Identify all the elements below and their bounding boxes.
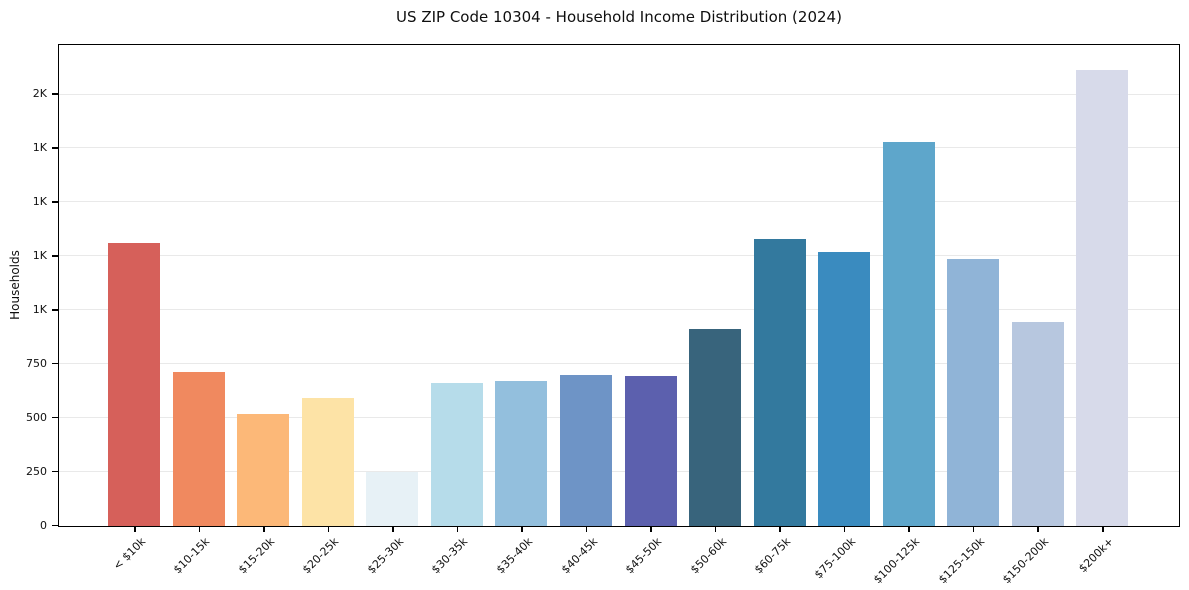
y-tick-label-750: 750	[26, 356, 47, 370]
x-tick-mark-8	[650, 527, 652, 532]
y-tick-mark-2000	[52, 93, 58, 95]
gridline-250	[59, 471, 1179, 473]
x-tick-label-15: $200k+	[1075, 535, 1116, 576]
bar-45-50k	[624, 376, 677, 526]
y-tick-mark-1250	[52, 255, 58, 257]
y-tick-mark-1000	[52, 309, 58, 311]
gridline-750	[59, 363, 1179, 365]
gridline-500	[59, 417, 1179, 419]
gridline-2000	[59, 93, 1179, 95]
bar-200k+	[1076, 69, 1129, 526]
y-tick-mark-0	[52, 524, 58, 527]
bar-150-200k	[1011, 322, 1064, 526]
y-tick-label-0: 0	[40, 518, 47, 532]
x-tick-mark-9	[714, 527, 717, 532]
y-tick-label-1250: 1K	[32, 248, 47, 262]
gridline-1750	[59, 147, 1179, 149]
gridline-1500	[59, 201, 1179, 203]
x-tick-mark-13	[972, 527, 975, 532]
x-tick-mark-5	[456, 527, 459, 532]
x-tick-mark-3	[327, 527, 330, 532]
x-tick-label-10: $60-75k	[752, 535, 794, 577]
x-tick-mark-6	[521, 527, 523, 532]
x-tick-mark-0	[134, 527, 136, 532]
x-tick-mark-2	[263, 527, 265, 532]
bar-10k	[108, 243, 161, 526]
y-tick-label-250: 250	[26, 464, 47, 478]
x-tick-label-6: $35-40k	[493, 535, 536, 577]
bar-60-75k	[753, 239, 806, 526]
y-tick-mark-1500	[52, 201, 58, 203]
x-tick-label-4: $25-30k	[364, 535, 407, 577]
bar-125-150k	[947, 258, 1000, 526]
x-tick-mark-14	[1037, 527, 1039, 532]
x-tick-label-1: $10-15k	[171, 535, 213, 577]
bar-40-45k	[560, 375, 612, 526]
x-tick-label-8: $45-50k	[622, 535, 665, 577]
bar-20-25k	[301, 397, 354, 526]
y-tick-label-1750: 1K	[32, 140, 47, 154]
y-tick-label-2000: 2K	[32, 87, 47, 101]
bar-100-125k	[882, 142, 935, 526]
y-tick-label-1000: 1K	[32, 302, 47, 316]
bar-75-100k	[818, 252, 871, 526]
x-tick-mark-1	[198, 527, 201, 532]
x-tick-label-13: $125-150k	[935, 535, 987, 587]
y-tick-label-1500: 1K	[32, 194, 47, 208]
bar-50-60k	[689, 328, 742, 526]
x-tick-label-0: < $10k	[110, 535, 148, 573]
bar-10-15k	[172, 371, 225, 526]
x-tick-mark-10	[779, 527, 781, 532]
y-tick-label-500: 500	[26, 410, 47, 424]
x-tick-mark-11	[843, 527, 846, 532]
x-tick-mark-7	[585, 527, 588, 532]
x-tick-label-12: $100-125k	[871, 535, 923, 587]
x-tick-mark-12	[908, 527, 910, 532]
x-tick-label-9: $50-60k	[687, 535, 729, 577]
y-tick-mark-250	[52, 470, 58, 473]
x-tick-label-7: $40-45k	[558, 535, 600, 577]
chart-title: US ZIP Code 10304 - Household Income Dis…	[396, 8, 842, 26]
bar-30-35k	[430, 382, 483, 526]
bar-15-20k	[237, 413, 290, 526]
gridline-1250	[59, 255, 1179, 257]
x-tick-mark-4	[392, 527, 394, 532]
y-tick-mark-750	[52, 362, 58, 365]
y-tick-mark-500	[52, 416, 58, 419]
x-tick-label-14: $150-200k	[1000, 535, 1052, 587]
y-tick-mark-1750	[52, 147, 58, 149]
bar-35-40k	[495, 381, 548, 526]
x-tick-label-5: $30-35k	[429, 535, 471, 577]
x-tick-label-11: $75-100k	[811, 535, 858, 582]
gridline-1000	[59, 309, 1179, 311]
x-tick-label-2: $15-20k	[235, 535, 278, 577]
x-tick-label-3: $20-25k	[300, 535, 342, 577]
plot-area	[58, 44, 1180, 527]
x-tick-mark-15	[1102, 527, 1104, 532]
bar-25-30k	[366, 472, 419, 526]
